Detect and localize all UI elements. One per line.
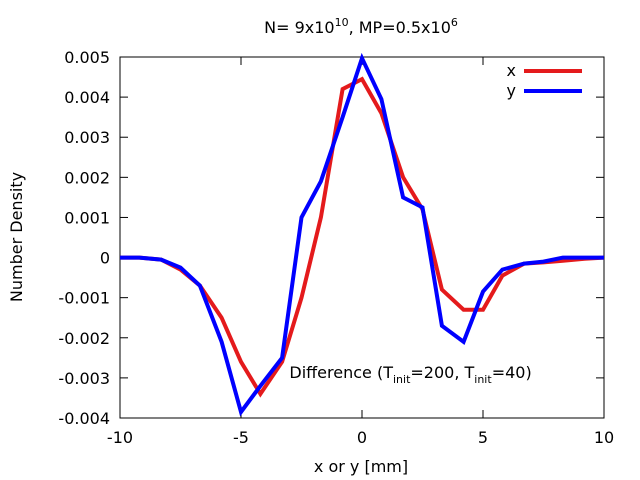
x-tick-label: 10 <box>594 428 614 447</box>
x-tick-label: 0 <box>357 428 367 447</box>
legend-label-y: y <box>507 81 516 100</box>
annotation-mid: =200, T <box>410 363 474 382</box>
annotation-sub-2: init <box>474 373 492 386</box>
chart-title: N= 9x1010, MP=0.5x106 <box>264 16 458 37</box>
legend-label-x: x <box>507 61 516 80</box>
y-tick-label: 0.004 <box>64 88 110 107</box>
y-tick-label: 0.005 <box>64 48 110 67</box>
annotation-sub-1: init <box>393 373 411 386</box>
y-tick-label: -0.004 <box>58 409 110 428</box>
y-tick-label: 0.003 <box>64 128 110 147</box>
series-group <box>120 52 605 417</box>
title-n-exponent: 10 <box>335 16 349 29</box>
y-axis-label: Number Density <box>7 172 26 302</box>
y-tick-label: -0.003 <box>58 369 110 388</box>
annotation-suffix: =40) <box>492 363 532 382</box>
x-tick-label: 5 <box>478 428 488 447</box>
y-tick-label: -0.001 <box>58 289 110 308</box>
ticks-group: -10 -5 0 5 10 -0.004 -0.003 -0.002 -0.001 0 0.001 0… <box>58 48 614 447</box>
title-middle: , MP=0.5x10 <box>349 18 451 37</box>
x-axis-label: x or y [mm] <box>314 457 408 476</box>
y-tick-label: 0.002 <box>64 168 110 187</box>
title-mp-exponent: 6 <box>451 16 458 29</box>
series-line-y <box>120 52 604 417</box>
x-tick-label: -5 <box>233 428 249 447</box>
series-line-x <box>120 76 605 398</box>
legend: x y <box>507 61 582 100</box>
y-tick-label: -0.002 <box>58 329 110 348</box>
annotation-prefix: Difference (T <box>289 363 393 382</box>
y-tick-label: 0 <box>100 249 110 268</box>
difference-annotation: Difference (Tinit=200, Tinit=40) <box>289 363 531 386</box>
x-tick-label: -10 <box>107 428 133 447</box>
y-tick-label: 0.001 <box>64 208 110 227</box>
title-prefix: N= 9x10 <box>264 18 334 37</box>
